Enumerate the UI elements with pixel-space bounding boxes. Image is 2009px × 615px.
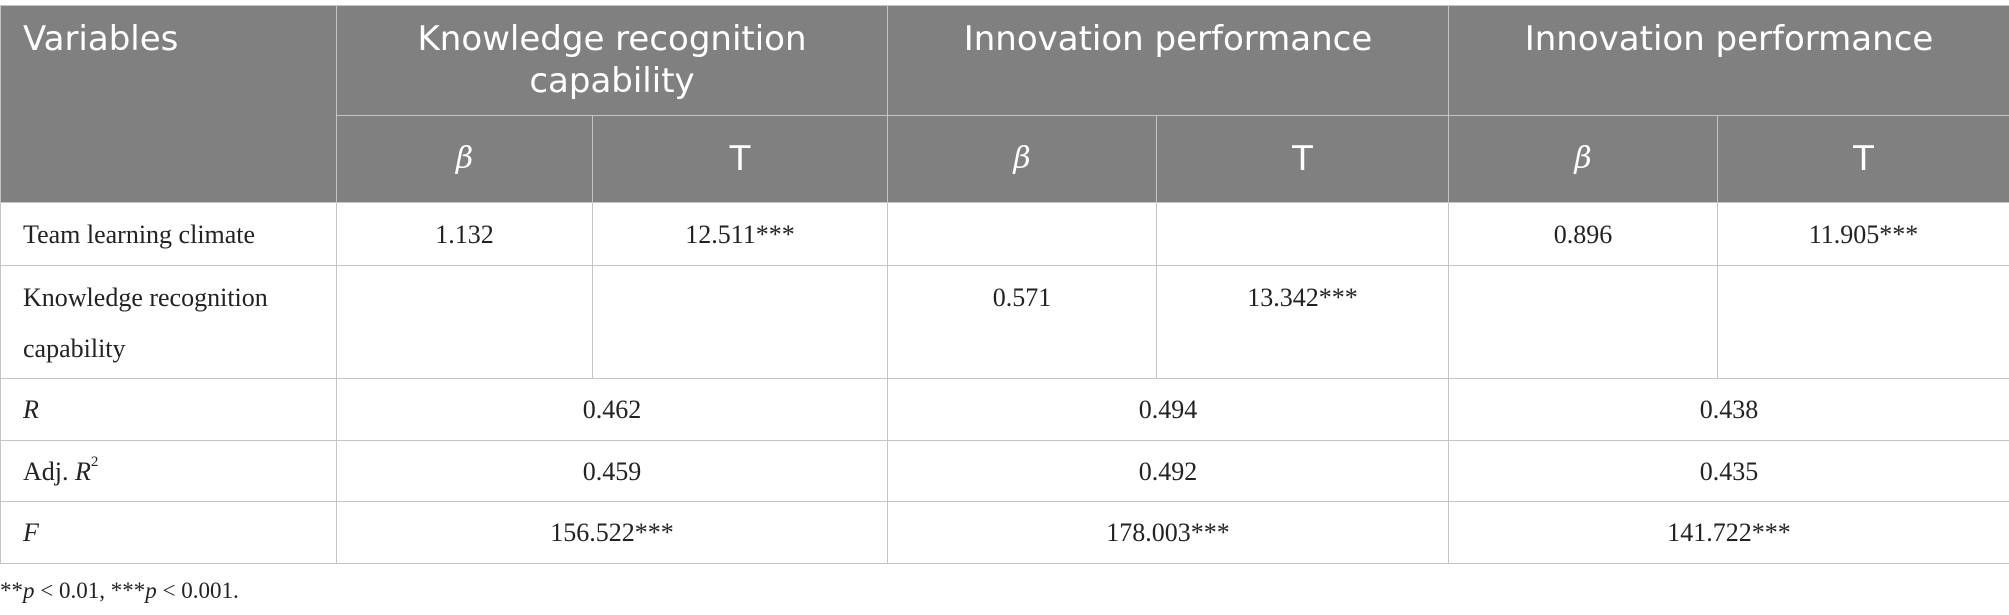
cell-text: 178.003*** bbox=[1106, 518, 1230, 547]
cell: 13.342*** bbox=[1155, 265, 1450, 379]
row-label: Adj. R2 bbox=[0, 440, 337, 502]
subheader-text: T bbox=[1292, 139, 1313, 179]
subheader-cell: T bbox=[592, 115, 888, 203]
subheader-cell: β bbox=[1448, 115, 1719, 203]
label-text: Knowledge recognition capability bbox=[23, 283, 268, 363]
cell-text: 0.459 bbox=[582, 456, 642, 486]
cell: 178.003*** bbox=[886, 501, 1450, 564]
header-row: Variables Knowledge recognition capabili… bbox=[0, 5, 2009, 203]
footnote-text: p bbox=[23, 578, 35, 603]
subheader-text: T bbox=[1853, 139, 1874, 179]
cell-text: 11.905*** bbox=[1808, 219, 1919, 249]
header-cell: Innovation performance bbox=[1448, 5, 2009, 116]
subheader-text: T bbox=[729, 139, 751, 179]
cell-text: 0.896 bbox=[1553, 219, 1613, 249]
subheader-cell: β bbox=[887, 115, 1157, 203]
label-superscript: 2 bbox=[90, 453, 99, 470]
cell-text: 0.492 bbox=[1138, 456, 1198, 486]
row: Knowledge recognition capability 0.571 1… bbox=[0, 265, 2009, 379]
cell: 1.132 bbox=[336, 202, 593, 266]
cell-text: 1.132 bbox=[435, 219, 494, 249]
label-text: Adj. bbox=[23, 456, 75, 486]
cell bbox=[1155, 202, 1450, 266]
row-label: Team learning climate bbox=[0, 202, 337, 266]
subheader-cell: T bbox=[1717, 115, 2009, 203]
cell bbox=[887, 202, 1157, 266]
label-text: F bbox=[23, 518, 39, 547]
cell-text: 156.522*** bbox=[550, 518, 674, 547]
cell-text: 0.435 bbox=[1699, 456, 1759, 486]
row-label: R bbox=[0, 378, 337, 441]
header-cell: Knowledge recognition capability bbox=[336, 5, 888, 116]
footnote-text: < 0.001. bbox=[156, 578, 239, 603]
cell: 11.905*** bbox=[1717, 202, 2009, 266]
label-text: Team learning climate bbox=[23, 219, 256, 249]
cell: 0.435 bbox=[1448, 440, 2009, 502]
header-text: Innovation performance bbox=[1524, 19, 1934, 59]
footnote-text: ** bbox=[0, 578, 23, 603]
cell: 12.511*** bbox=[592, 202, 888, 266]
subheader-text: β bbox=[455, 141, 474, 176]
cell-text: 0.438 bbox=[1699, 395, 1759, 424]
cell-text: 0.462 bbox=[582, 395, 642, 424]
cell bbox=[1448, 265, 1719, 379]
subheader-row: β T β T β T bbox=[1, 115, 2009, 203]
cell-text: 141.722*** bbox=[1667, 518, 1791, 547]
label-text: R bbox=[75, 456, 91, 486]
cell-text: 0.494 bbox=[1138, 395, 1198, 424]
row: Team learning climate 1.132 12.511*** 0.… bbox=[0, 202, 2009, 266]
row: R 0.462 0.494 0.438 bbox=[0, 378, 2009, 441]
label-text: R bbox=[23, 395, 39, 424]
cell bbox=[592, 265, 888, 379]
cell-text: 12.511*** bbox=[685, 219, 795, 249]
regression-table: Variables Knowledge recognition capabili… bbox=[0, 5, 2009, 564]
footnote-text: p bbox=[145, 578, 157, 603]
row: F 156.522*** 178.003*** 141.722*** bbox=[0, 501, 2009, 564]
cell: 0.462 bbox=[336, 378, 888, 441]
cell-text: 0.571 bbox=[992, 283, 1052, 312]
cell: 156.522*** bbox=[336, 501, 888, 564]
header-cell: Innovation performance bbox=[886, 5, 1450, 116]
row: Adj. R2 0.459 0.492 0.435 bbox=[0, 440, 2009, 502]
footnote: **p < 0.01, ***p < 0.001. bbox=[0, 578, 239, 604]
cell: 0.459 bbox=[336, 440, 888, 502]
header-text: Innovation performance bbox=[963, 19, 1373, 59]
cell: 0.438 bbox=[1448, 378, 2009, 441]
header-cell: Variables bbox=[0, 5, 337, 203]
subheader-text: β bbox=[1574, 141, 1592, 176]
cell bbox=[336, 265, 593, 379]
header-text: Variables bbox=[23, 19, 179, 59]
subheader-cell: T bbox=[1155, 115, 1450, 203]
row-label: F bbox=[0, 501, 337, 564]
cell: 0.571 bbox=[887, 265, 1157, 379]
cell: 0.494 bbox=[886, 378, 1450, 441]
cell: 141.722*** bbox=[1448, 501, 2009, 564]
cell-text: 13.342*** bbox=[1247, 283, 1358, 312]
subheader-cell: β bbox=[336, 115, 593, 203]
subheader-text: β bbox=[1013, 141, 1031, 176]
cell: 0.896 bbox=[1448, 202, 1719, 266]
cell bbox=[1717, 265, 2009, 379]
row-label: Knowledge recognition capability bbox=[0, 265, 337, 379]
header-text: Knowledge recognition capability bbox=[417, 19, 807, 101]
footnote-text: < 0.01, *** bbox=[34, 578, 146, 603]
cell: 0.492 bbox=[886, 440, 1450, 502]
